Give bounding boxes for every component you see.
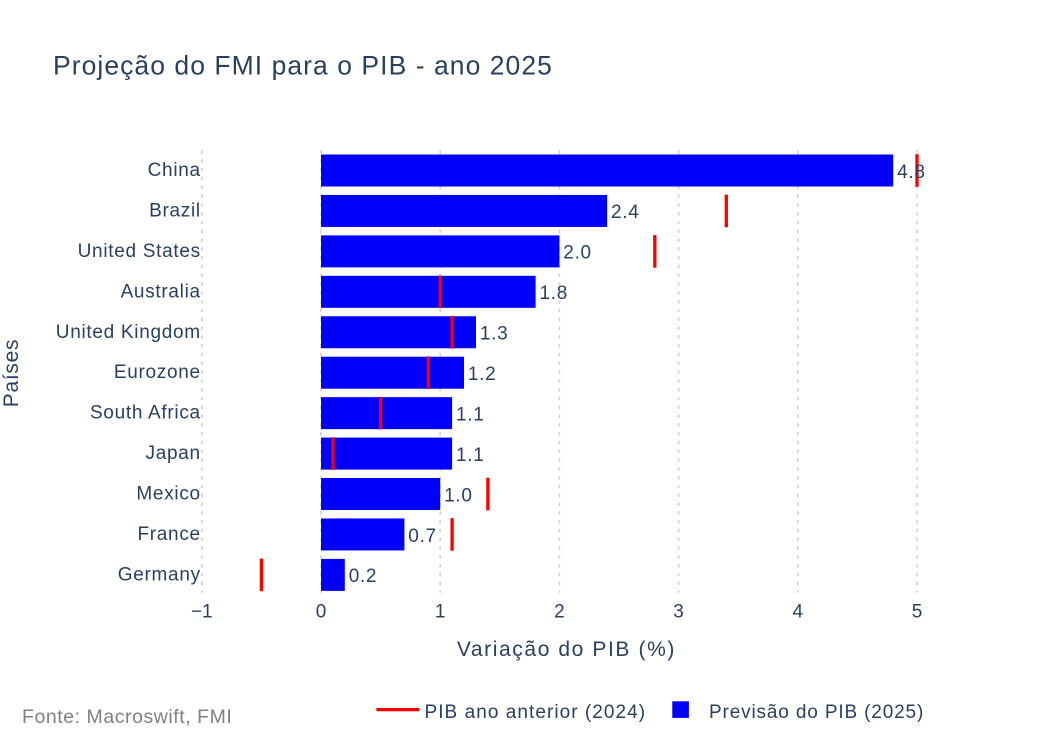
svg-text:1.1: 1.1 (456, 445, 485, 466)
svg-text:3: 3 (673, 601, 684, 622)
svg-text:Brazil: Brazil (149, 200, 201, 221)
svg-text:Previsão do PIB (2025): Previsão do PIB (2025) (709, 702, 924, 723)
svg-text:Germany: Germany (118, 564, 201, 585)
svg-text:1.0: 1.0 (444, 485, 473, 506)
svg-text:South Africa: South Africa (90, 403, 201, 424)
svg-text:United States: United States (78, 241, 201, 262)
svg-text:Australia: Australia (121, 281, 201, 302)
svg-text:4: 4 (793, 601, 804, 622)
svg-text:Variação do PIB (%): Variação do PIB (%) (457, 638, 676, 661)
svg-text:Projeção do FMI para o PIB - a: Projeção do FMI para o PIB - ano 2025 (53, 51, 553, 81)
svg-text:Países: Países (0, 339, 23, 407)
svg-text:2.0: 2.0 (563, 243, 592, 264)
svg-text:4.8: 4.8 (897, 162, 926, 183)
svg-text:Fonte: Macroswift, FMI: Fonte: Macroswift, FMI (22, 706, 232, 728)
svg-text:PIB ano anterior (2024): PIB ano anterior (2024) (425, 702, 647, 723)
svg-text:−1: −1 (191, 601, 213, 622)
svg-text:1.2: 1.2 (468, 364, 497, 385)
svg-text:France: France (137, 524, 200, 545)
svg-text:0.2: 0.2 (349, 566, 378, 587)
svg-text:1.1: 1.1 (456, 404, 485, 425)
svg-text:1: 1 (435, 601, 446, 622)
svg-text:0: 0 (316, 601, 327, 622)
svg-text:5: 5 (912, 601, 923, 622)
svg-text:1.8: 1.8 (540, 283, 569, 304)
svg-text:1.3: 1.3 (480, 324, 509, 345)
svg-text:2.4: 2.4 (611, 202, 640, 223)
svg-text:China: China (148, 160, 201, 181)
svg-text:Mexico: Mexico (136, 484, 200, 505)
svg-text:2: 2 (554, 601, 565, 622)
svg-text:Eurozone: Eurozone (114, 362, 201, 383)
svg-text:0.7: 0.7 (408, 526, 437, 547)
svg-text:United Kingdom: United Kingdom (56, 322, 201, 343)
svg-text:Japan: Japan (146, 443, 201, 464)
